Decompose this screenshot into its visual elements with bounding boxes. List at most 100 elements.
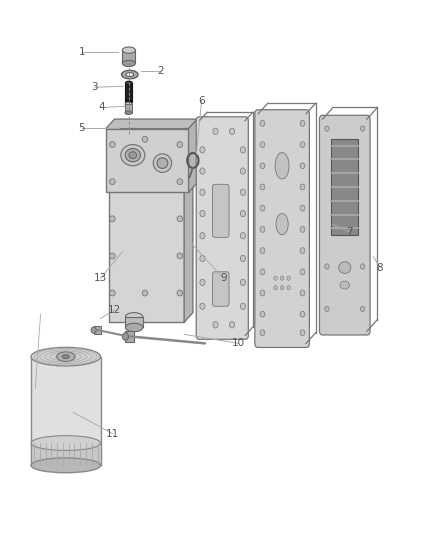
Polygon shape (110, 139, 184, 322)
Ellipse shape (177, 216, 183, 222)
Ellipse shape (280, 286, 284, 290)
Text: 1: 1 (78, 47, 85, 56)
Polygon shape (31, 443, 101, 465)
Ellipse shape (157, 158, 168, 168)
Ellipse shape (300, 205, 305, 211)
Ellipse shape (125, 149, 141, 162)
Ellipse shape (300, 311, 305, 317)
Ellipse shape (274, 276, 277, 280)
FancyBboxPatch shape (319, 115, 370, 335)
Ellipse shape (360, 306, 365, 312)
Ellipse shape (129, 152, 137, 159)
Ellipse shape (57, 352, 75, 361)
Ellipse shape (300, 248, 305, 254)
Ellipse shape (142, 290, 148, 296)
Ellipse shape (125, 323, 143, 332)
Ellipse shape (339, 262, 351, 273)
Ellipse shape (62, 355, 69, 359)
Ellipse shape (260, 269, 265, 274)
Ellipse shape (287, 276, 290, 280)
Ellipse shape (110, 290, 115, 296)
Ellipse shape (110, 142, 115, 148)
Ellipse shape (121, 70, 138, 79)
Polygon shape (125, 83, 132, 102)
Polygon shape (110, 130, 193, 139)
Ellipse shape (126, 72, 134, 76)
Ellipse shape (240, 147, 246, 153)
Ellipse shape (110, 253, 115, 259)
Ellipse shape (125, 102, 132, 107)
Ellipse shape (31, 435, 101, 450)
Text: 9: 9 (220, 273, 226, 283)
Ellipse shape (122, 47, 135, 53)
Ellipse shape (300, 184, 305, 190)
Ellipse shape (91, 327, 96, 333)
Ellipse shape (300, 163, 305, 168)
Ellipse shape (153, 154, 172, 172)
Polygon shape (31, 357, 101, 465)
Ellipse shape (120, 125, 129, 130)
Ellipse shape (230, 321, 235, 328)
Ellipse shape (325, 264, 329, 269)
Text: 12: 12 (108, 305, 121, 315)
Ellipse shape (125, 111, 132, 115)
Text: 3: 3 (92, 82, 98, 92)
Ellipse shape (110, 216, 115, 222)
Text: 6: 6 (198, 96, 205, 106)
Ellipse shape (125, 81, 132, 85)
Ellipse shape (213, 321, 218, 328)
Ellipse shape (121, 144, 145, 166)
Ellipse shape (260, 290, 265, 296)
Ellipse shape (360, 264, 365, 269)
Ellipse shape (240, 168, 246, 174)
Polygon shape (188, 119, 197, 192)
Polygon shape (125, 317, 143, 327)
Ellipse shape (325, 306, 329, 312)
Ellipse shape (287, 286, 290, 290)
Ellipse shape (300, 142, 305, 148)
FancyBboxPatch shape (212, 184, 229, 237)
Ellipse shape (360, 126, 365, 131)
Ellipse shape (260, 330, 265, 336)
Ellipse shape (240, 232, 246, 239)
Ellipse shape (260, 205, 265, 211)
Ellipse shape (340, 281, 350, 289)
Text: 13: 13 (94, 273, 107, 283)
Ellipse shape (200, 255, 205, 262)
Ellipse shape (240, 279, 246, 286)
Ellipse shape (200, 279, 205, 286)
Ellipse shape (177, 142, 183, 148)
Ellipse shape (200, 189, 205, 196)
Ellipse shape (240, 255, 246, 262)
Ellipse shape (300, 120, 305, 126)
Ellipse shape (200, 232, 205, 239)
Ellipse shape (177, 253, 183, 259)
Ellipse shape (200, 147, 205, 153)
Ellipse shape (125, 100, 132, 104)
Ellipse shape (260, 227, 265, 232)
Ellipse shape (200, 168, 205, 174)
Ellipse shape (110, 179, 115, 184)
Text: 7: 7 (346, 227, 353, 237)
Ellipse shape (213, 128, 218, 134)
Ellipse shape (325, 126, 329, 131)
Text: 8: 8 (377, 263, 383, 272)
Ellipse shape (300, 227, 305, 232)
Ellipse shape (230, 128, 235, 134)
Ellipse shape (260, 142, 265, 148)
Ellipse shape (276, 214, 288, 235)
Ellipse shape (240, 303, 246, 310)
Polygon shape (331, 139, 358, 235)
Ellipse shape (240, 189, 246, 196)
Ellipse shape (214, 192, 229, 224)
FancyBboxPatch shape (255, 110, 309, 348)
Polygon shape (106, 119, 197, 128)
Ellipse shape (31, 348, 101, 366)
Text: 10: 10 (232, 338, 245, 349)
Text: 11: 11 (106, 429, 119, 439)
Ellipse shape (200, 211, 205, 216)
Ellipse shape (200, 303, 205, 310)
Polygon shape (184, 130, 193, 322)
Ellipse shape (300, 269, 305, 274)
Polygon shape (125, 331, 134, 342)
